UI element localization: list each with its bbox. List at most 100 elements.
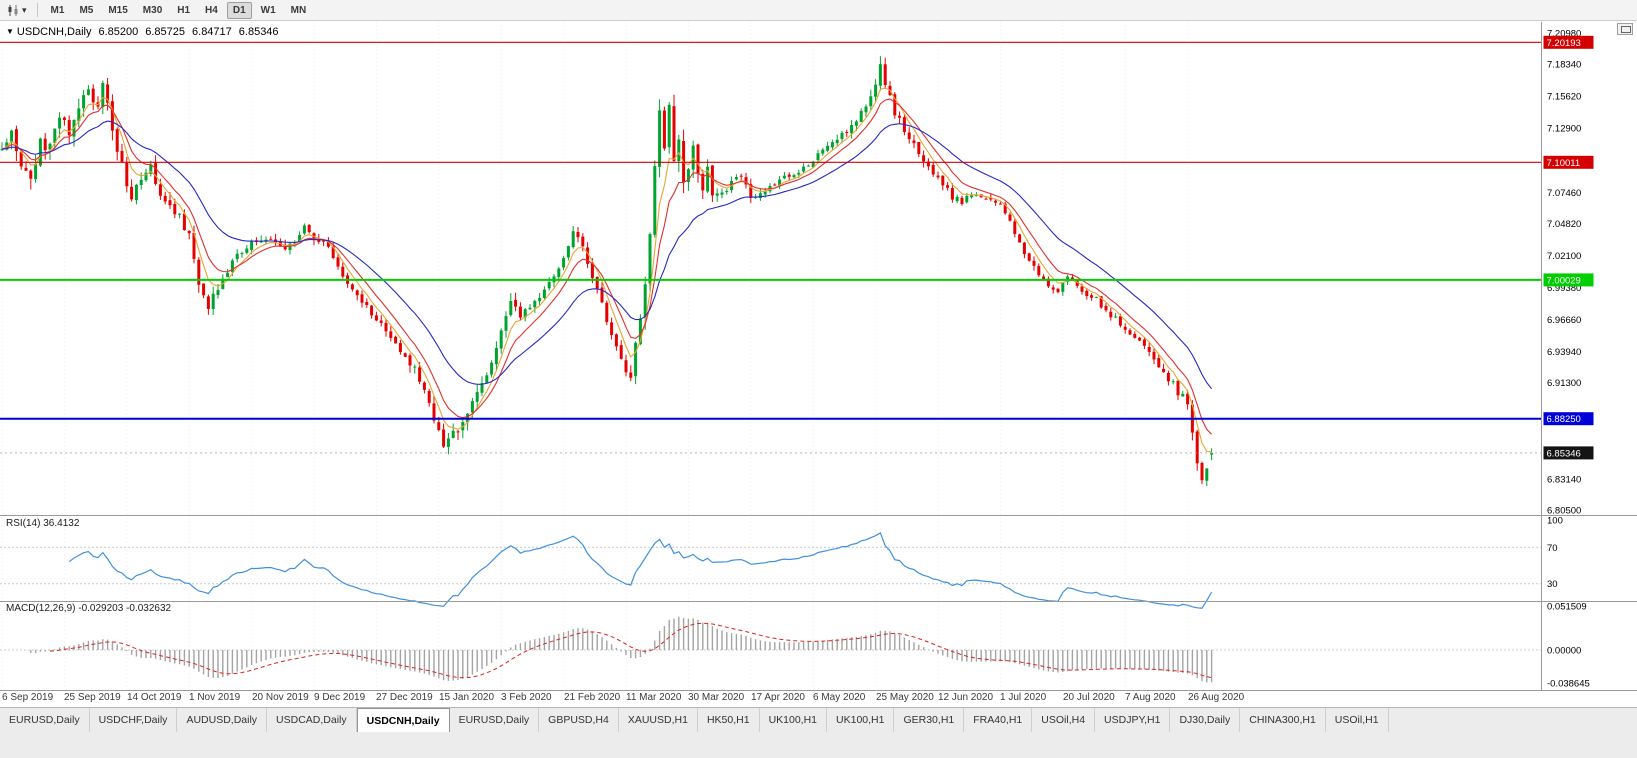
time-axis-label: 1 Jul 2020 bbox=[1000, 692, 1047, 703]
svg-text:6.93940: 6.93940 bbox=[1547, 347, 1581, 358]
price-scale[interactable]: 7.20980 7.18340 7.15620 7.12900 7.07460 7.048… bbox=[1547, 29, 1590, 690]
svg-text:6.80500: 6.80500 bbox=[1547, 506, 1581, 517]
svg-text:30: 30 bbox=[1547, 579, 1558, 590]
svg-text:7.02100: 7.02100 bbox=[1547, 251, 1581, 262]
time-axis[interactable]: 6 Sep 2019 25 Sep 2019 14 Oct 2019 1 Nov 20… bbox=[0, 692, 1637, 707]
time-axis-label: 26 Aug 2020 bbox=[1188, 692, 1245, 703]
rsi-line bbox=[68, 532, 1213, 609]
window-restore-button[interactable] bbox=[1617, 23, 1633, 35]
timeframe-button-m5[interactable]: M5 bbox=[73, 2, 99, 19]
time-axis-label: 21 Feb 2020 bbox=[564, 692, 621, 703]
main-chart-canvas[interactable]: 7.20980 7.18340 7.15620 7.12900 7.07460 7.048… bbox=[0, 0, 1637, 707]
svg-text:7.20193: 7.20193 bbox=[1547, 38, 1581, 49]
time-axis-label: 15 Jan 2020 bbox=[439, 692, 495, 703]
timeframe-button-w1[interactable]: W1 bbox=[255, 2, 282, 19]
timeframe-button-m15[interactable]: M15 bbox=[102, 2, 133, 19]
tab-usoil-h4[interactable]: USOil,H4 bbox=[1032, 708, 1096, 732]
timeframe-button-h1[interactable]: H1 bbox=[171, 2, 196, 19]
chart-tabs-bar: EURUSD,Daily USDCHF,Daily AUDUSD,Daily USDC… bbox=[0, 707, 1637, 732]
time-axis-label: 20 Nov 2019 bbox=[252, 692, 309, 703]
tab-usdcad-daily[interactable]: USDCAD,Daily bbox=[267, 708, 357, 732]
svg-text:0.00000: 0.00000 bbox=[1547, 646, 1581, 657]
time-axis-label: 3 Feb 2020 bbox=[501, 692, 552, 703]
level-price-badge: 7.20193 bbox=[1543, 35, 1594, 49]
timeframe-button-mn[interactable]: MN bbox=[285, 2, 313, 19]
time-axis-label: 25 Sep 2019 bbox=[64, 692, 121, 703]
tab-hk50-h1[interactable]: HK50,H1 bbox=[698, 708, 760, 732]
tab-eurusd-daily[interactable]: EURUSD,Daily bbox=[0, 708, 90, 732]
time-axis-label: 11 Mar 2020 bbox=[626, 692, 682, 703]
chart-type-menu-button[interactable]: ▾ bbox=[3, 3, 30, 18]
time-axis-label: 7 Aug 2020 bbox=[1125, 692, 1176, 703]
top-toolbar: ▾ M1 M5 M15 M30 H1 H4 D1 W1 MN bbox=[0, 0, 1637, 21]
svg-text:-0.038645: -0.038645 bbox=[1547, 679, 1590, 690]
svg-text:6.91300: 6.91300 bbox=[1547, 378, 1581, 389]
time-axis-label: 1 Nov 2019 bbox=[189, 692, 241, 703]
svg-text:0.051509: 0.051509 bbox=[1547, 602, 1587, 613]
grid-lines bbox=[1, 22, 1189, 690]
svg-text:7.10011: 7.10011 bbox=[1547, 158, 1581, 169]
svg-text:7.18340: 7.18340 bbox=[1547, 60, 1581, 71]
svg-text:70: 70 bbox=[1547, 543, 1558, 554]
chart-symbol-label: USDCNH,Daily bbox=[16, 26, 92, 38]
tab-dj30-daily[interactable]: DJ30,Daily bbox=[1170, 708, 1241, 732]
tab-uk100-h1[interactable]: UK100,H1 bbox=[827, 708, 895, 732]
macd-panel bbox=[0, 616, 1541, 683]
svg-text:7.00029: 7.00029 bbox=[1547, 275, 1581, 286]
level-price-badge: 7.10011 bbox=[1543, 155, 1594, 169]
tab-uk100-h1[interactable]: UK100,H1 bbox=[760, 708, 828, 732]
candlesticks bbox=[0, 56, 1214, 486]
status-bar-area bbox=[0, 732, 1637, 758]
timeframe-button-h4[interactable]: H4 bbox=[199, 2, 224, 19]
toolbar-separator bbox=[36, 3, 38, 17]
tab-audusd-daily[interactable]: AUDUSD,Daily bbox=[177, 708, 268, 732]
svg-text:6.88250: 6.88250 bbox=[1547, 414, 1581, 425]
moving-average-lines bbox=[1, 87, 1213, 453]
current-price-badge: 6.85346 bbox=[1543, 446, 1594, 460]
time-axis-label: 27 Dec 2019 bbox=[376, 692, 433, 703]
time-axis-label: 25 May 2020 bbox=[876, 692, 934, 703]
tab-usdcnh-daily[interactable]: USDCNH,Daily bbox=[356, 708, 450, 732]
ohlc-low-value: 6.84717 bbox=[192, 26, 232, 38]
tab-xauusd-h1[interactable]: XAUUSD,H1 bbox=[619, 708, 698, 732]
ma-9-line bbox=[1, 98, 1212, 435]
svg-text:6.99380: 6.99380 bbox=[1547, 283, 1581, 294]
tab-usdchf-daily[interactable]: USDCHF,Daily bbox=[90, 708, 178, 732]
dropdown-caret-icon: ▾ bbox=[22, 4, 27, 15]
chart-title: ▼ USDCNH,Daily 6.85200 6.85725 6.84717 6… bbox=[6, 26, 279, 38]
tab-gbpusd-h4[interactable]: GBPUSD,H4 bbox=[539, 708, 619, 732]
ohlc-high-value: 6.85725 bbox=[145, 26, 186, 38]
timeframe-button-d1[interactable]: D1 bbox=[226, 1, 252, 19]
rsi-panel bbox=[0, 532, 1541, 609]
svg-text:6.83140: 6.83140 bbox=[1547, 474, 1581, 485]
level-price-badge: 6.88250 bbox=[1543, 412, 1594, 426]
svg-text:7.20980: 7.20980 bbox=[1547, 29, 1581, 40]
tab-china300-h1[interactable]: CHINA300,H1 bbox=[1240, 708, 1326, 732]
tab-fra40-h1[interactable]: FRA40,H1 bbox=[964, 708, 1033, 732]
ohlc-close-value: 6.85346 bbox=[238, 26, 279, 38]
timeframe-button-m1[interactable]: M1 bbox=[45, 2, 71, 19]
tab-eurusd-daily[interactable]: EURUSD,Daily bbox=[450, 708, 540, 732]
svg-text:7.07460: 7.07460 bbox=[1547, 188, 1581, 199]
svg-text:6.96660: 6.96660 bbox=[1547, 315, 1581, 326]
tab-usdjpy-h1[interactable]: USDJPY,H1 bbox=[1095, 708, 1171, 732]
timeframe-button-m30[interactable]: M30 bbox=[137, 2, 168, 19]
horizontal-level-lines bbox=[0, 41, 1541, 454]
time-axis-label: 17 Apr 2020 bbox=[751, 692, 805, 703]
time-axis-label: 9 Dec 2019 bbox=[314, 692, 366, 703]
ma-5-line bbox=[1, 87, 1212, 453]
macd-signal-line bbox=[49, 622, 1212, 679]
timeframe-button-group: M1 M5 M15 M30 H1 H4 D1 W1 MN bbox=[45, 1, 313, 19]
collapse-arrow-icon[interactable]: ▼ bbox=[6, 27, 14, 36]
time-axis-label: 6 May 2020 bbox=[813, 692, 866, 703]
time-axis-label: 12 Jun 2020 bbox=[938, 692, 994, 703]
svg-text:6.85346: 6.85346 bbox=[1547, 448, 1581, 459]
svg-text:7.04820: 7.04820 bbox=[1547, 219, 1581, 230]
svg-text:7.12900: 7.12900 bbox=[1547, 124, 1581, 135]
candlestick-chart-icon bbox=[8, 4, 18, 16]
tab-usoil-h1[interactable]: USOil,H1 bbox=[1326, 708, 1389, 732]
time-axis-label: 20 Jul 2020 bbox=[1063, 692, 1115, 703]
tab-ger30-h1[interactable]: GER30,H1 bbox=[894, 708, 965, 732]
time-axis-label: 30 Mar 2020 bbox=[688, 692, 745, 703]
macd-indicator-label: MACD(12,26,9) -0.029203 -0.032632 bbox=[6, 603, 172, 614]
